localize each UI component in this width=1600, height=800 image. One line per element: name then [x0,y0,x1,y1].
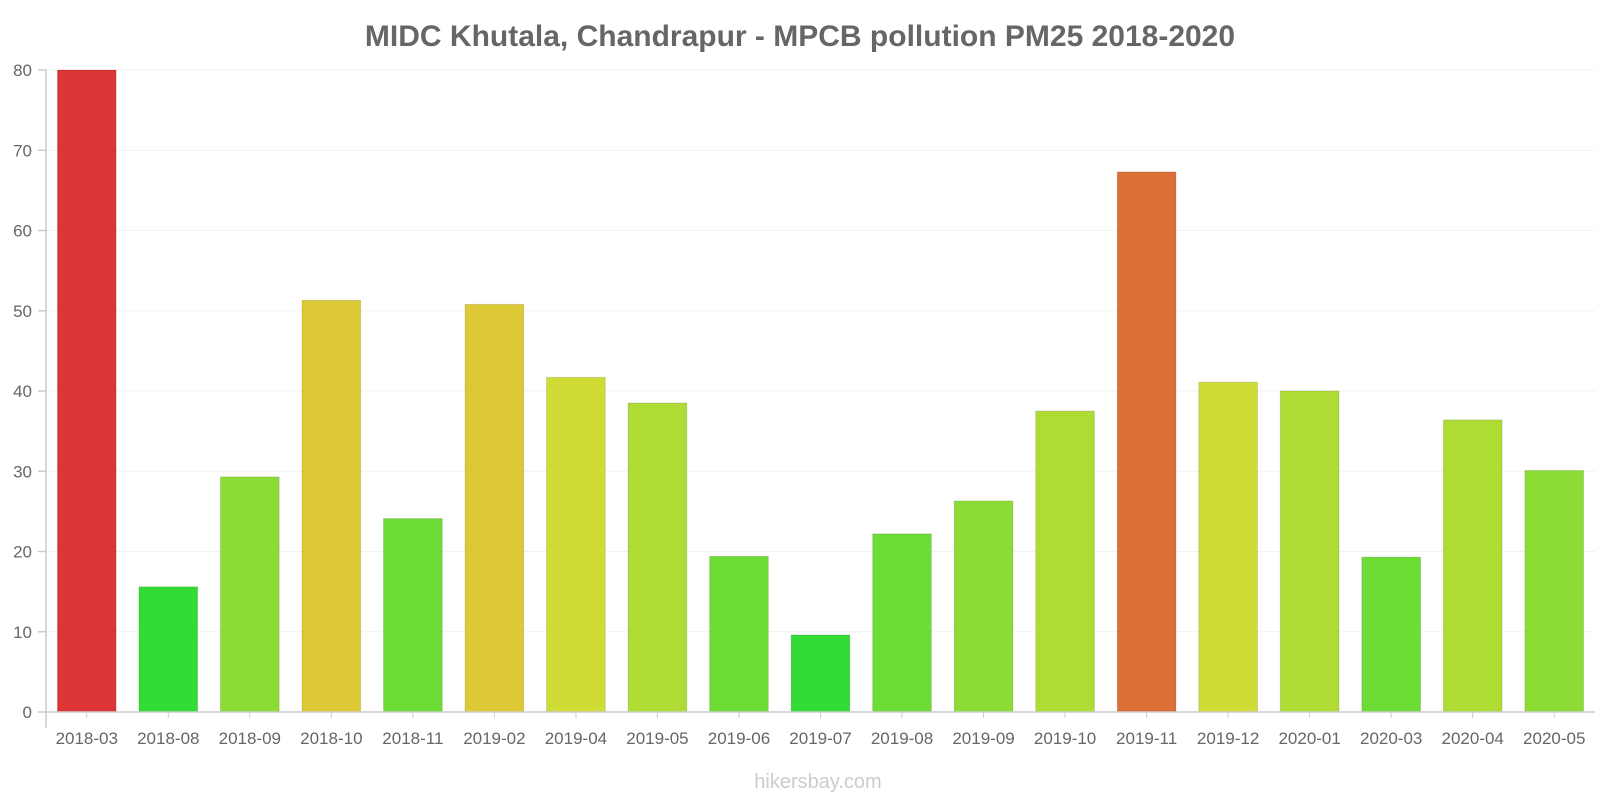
bar-2018-09[interactable] [219,476,280,713]
bar-2019-09[interactable] [953,500,1014,713]
watermark: hikersbay.com [754,771,881,793]
bar-2018-10[interactable] [301,299,362,713]
bar-2019-02[interactable] [464,303,525,713]
x-tick-label: 2019-10 [1034,729,1096,748]
y-axis-ticks: 0 10 20 30 40 50 60 70 80 [13,61,46,722]
x-axis-ticks: 2018-03 2018-08 2018-09 2018-10 2018-11 2019-… [56,712,1585,748]
x-tick-label: 2019-06 [708,729,770,748]
bar-2019-11[interactable] [1116,171,1177,713]
bar-2019-07[interactable] [790,634,851,713]
bar-2020-04[interactable] [1442,419,1503,713]
bar-2019-06[interactable] [709,555,769,713]
bar-2019-05[interactable] [627,402,688,713]
x-tick-label: 2019-08 [871,729,933,748]
bar-2019-10[interactable] [1035,410,1095,713]
y-tick-label: 30 [13,462,32,481]
x-tick-label: 2018-08 [137,729,199,748]
x-tick-label: 2018-09 [219,729,281,748]
x-tick-label: 2020-04 [1442,729,1504,748]
y-tick-label: 50 [13,302,32,321]
bar-2018-08[interactable] [138,586,199,713]
x-tick-label: 2019-11 [1116,729,1177,748]
y-tick-label: 40 [13,382,32,401]
x-tick-label: 2020-01 [1278,729,1340,748]
x-tick-label: 2018-03 [56,729,118,748]
bar-2020-03[interactable] [1361,556,1422,713]
bar-2019-12[interactable] [1198,381,1258,713]
chart-title: MIDC Khutala, Chandrapur - MPCB pollutio… [365,20,1235,53]
bar-2020-05[interactable] [1524,469,1585,713]
x-tick-label: 2019-07 [789,729,851,748]
y-tick-label: 80 [13,61,32,80]
y-tick-label: 20 [13,543,32,562]
bar-2018-11[interactable] [383,518,443,713]
x-tick-label: 2018-10 [300,729,362,748]
bars [56,69,1585,713]
x-tick-label: 2020-05 [1523,729,1585,748]
x-tick-label: 2019-09 [952,729,1014,748]
y-tick-label: 10 [13,623,32,642]
bar-2019-08[interactable] [872,533,932,713]
x-tick-label: 2018-11 [382,729,443,748]
y-tick-label: 70 [13,141,32,160]
bar-2019-04[interactable] [546,376,606,713]
x-tick-label: 2019-04 [545,729,607,748]
bar-2018-03[interactable] [56,69,117,713]
y-tick-label: 0 [23,703,32,722]
x-tick-label: 2019-02 [463,729,525,748]
y-tick-label: 60 [13,222,32,241]
bar-2020-01[interactable] [1279,390,1340,713]
x-tick-label: 2019-05 [626,729,688,748]
x-tick-label: 2019-12 [1197,729,1259,748]
x-tick-label: 2020-03 [1360,729,1422,748]
